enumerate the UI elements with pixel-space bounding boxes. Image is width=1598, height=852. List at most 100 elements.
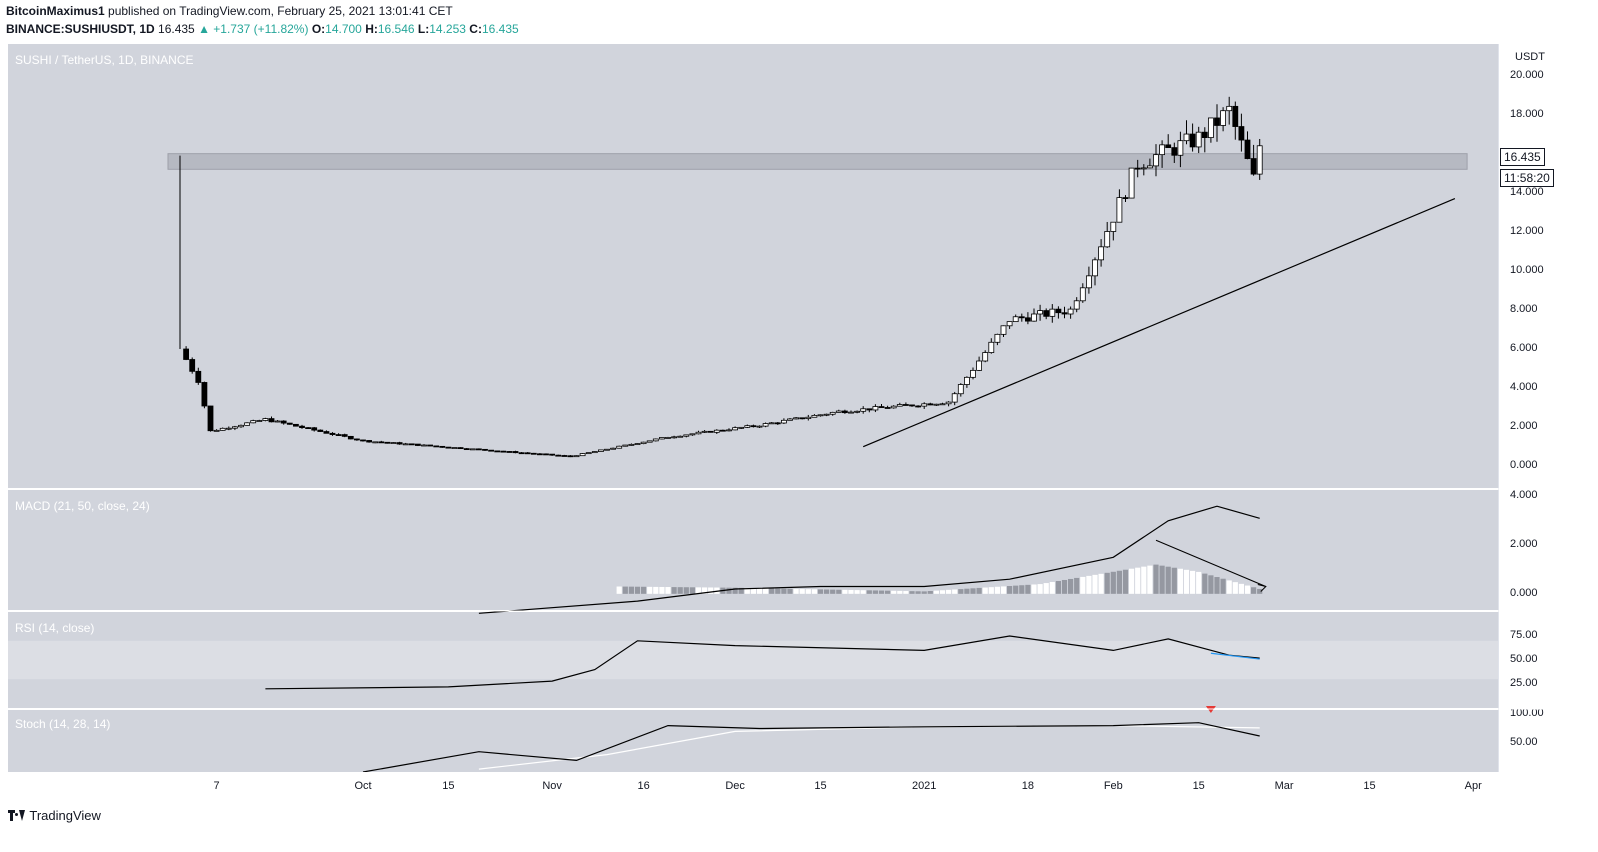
- candle: [646, 440, 653, 443]
- candle: [195, 367, 202, 385]
- countdown-box: 11:58:20: [1500, 169, 1554, 187]
- histogram-bar: [1055, 581, 1061, 594]
- histogram-bar: [1116, 570, 1122, 594]
- candle: [524, 452, 531, 455]
- candle: [488, 449, 495, 452]
- candle: [1049, 304, 1056, 323]
- histogram-bar: [781, 588, 787, 594]
- histogram-bar: [726, 587, 732, 594]
- price-pane-label: SUSHI / TetherUS, 1D, BINANCE: [15, 53, 194, 67]
- histogram-bar: [817, 589, 824, 594]
- histogram-bar: [1196, 571, 1202, 594]
- high-value: 16.546: [377, 22, 415, 36]
- candle: [433, 445, 440, 448]
- candle: [1256, 138, 1263, 180]
- low-value: 14.253: [429, 22, 466, 36]
- open-label: O:: [311, 22, 326, 36]
- candle: [482, 448, 488, 451]
- candle: [610, 447, 616, 450]
- candle: [268, 416, 275, 423]
- candle: [518, 451, 525, 455]
- candle: [652, 438, 659, 442]
- candle: [976, 356, 982, 371]
- candle: [475, 448, 482, 451]
- candle: [1122, 195, 1129, 202]
- ohlc-line: BINANCE:SUSHIUSDT, 1D 16.435 ▲ +1.737 (+…: [6, 22, 519, 36]
- stoch-d-line: [478, 724, 1260, 770]
- candle: [915, 405, 921, 408]
- candle: [1177, 131, 1184, 168]
- candle: [659, 437, 665, 440]
- candle: [1220, 107, 1226, 132]
- histogram-bar: [1238, 583, 1244, 594]
- histogram-bar: [946, 589, 952, 594]
- resistance-zone: [167, 153, 1468, 170]
- candle: [451, 447, 458, 449]
- x-tick: Oct: [354, 780, 372, 792]
- histogram-bar: [1037, 584, 1043, 594]
- histogram-bar: [1208, 575, 1214, 594]
- histogram-bar: [671, 587, 677, 594]
- candle: [1110, 221, 1117, 241]
- candle: [805, 414, 812, 421]
- candle: [402, 442, 409, 446]
- candle: [1140, 164, 1147, 176]
- candle: [787, 417, 793, 421]
- candle: [768, 422, 775, 425]
- histogram-bar: [964, 588, 970, 594]
- publish-line: BitcoinMaximus1 published on TradingView…: [6, 4, 453, 18]
- rsi-band: [8, 640, 1498, 680]
- candle: [1061, 306, 1068, 319]
- candle: [677, 435, 684, 438]
- candle: [189, 357, 196, 374]
- candle: [366, 440, 373, 443]
- candle: [1183, 120, 1190, 145]
- candle: [854, 410, 860, 414]
- histogram-bar: [1013, 585, 1019, 594]
- rsi-tick: 50.00: [1510, 653, 1538, 665]
- rsi-tick: 25.00: [1510, 677, 1538, 689]
- rsi-label: RSI (14, close): [15, 621, 95, 635]
- histogram-bar: [909, 591, 915, 594]
- candle: [1214, 104, 1220, 142]
- price-tick: 0.000: [1510, 459, 1538, 472]
- candle: [732, 426, 738, 431]
- histogram-bar: [811, 589, 817, 594]
- macd-tick: 2.000: [1510, 538, 1538, 551]
- candle: [860, 406, 867, 414]
- publish-info: published on TradingView.com, February 2…: [104, 4, 453, 18]
- histogram-bar: [958, 589, 964, 594]
- histogram-bar: [1061, 579, 1068, 594]
- histogram-bar: [1135, 567, 1141, 594]
- candle: [756, 425, 763, 429]
- stoch-pane[interactable]: Stoch (14, 28, 14): [8, 710, 1498, 772]
- low-label: L:: [417, 22, 430, 36]
- candle: [579, 453, 586, 457]
- histogram-bar: [1190, 570, 1196, 594]
- histogram-bar: [763, 588, 769, 594]
- tradingview-logo[interactable]: TradingView: [8, 808, 101, 823]
- histogram-bar: [1141, 566, 1147, 594]
- histogram-bar: [1153, 564, 1159, 594]
- author-link[interactable]: BitcoinMaximus1: [6, 4, 105, 18]
- candle: [390, 442, 397, 444]
- candle: [616, 445, 623, 449]
- histogram-bar: [848, 589, 854, 594]
- candle: [665, 436, 671, 439]
- histogram-bar: [793, 588, 799, 594]
- candle: [585, 452, 592, 455]
- histogram-bar: [1049, 582, 1055, 594]
- macd-tick: 4.000: [1510, 489, 1538, 502]
- x-tick: 18: [1021, 780, 1035, 792]
- candle: [628, 443, 635, 446]
- candle: [781, 418, 787, 424]
- candle: [1098, 239, 1104, 267]
- symbol-label[interactable]: BINANCE:SUSHIUSDT, 1D: [6, 22, 155, 36]
- histogram-bar: [1025, 584, 1031, 594]
- histogram-bar: [1257, 588, 1263, 594]
- candle: [1031, 308, 1037, 322]
- histogram-bar: [1202, 573, 1208, 594]
- price-tick: 4.000: [1510, 381, 1538, 394]
- candle: [457, 447, 464, 450]
- price-pane[interactable]: SUSHI / TetherUS, 1D, BINANCE: [8, 44, 1498, 488]
